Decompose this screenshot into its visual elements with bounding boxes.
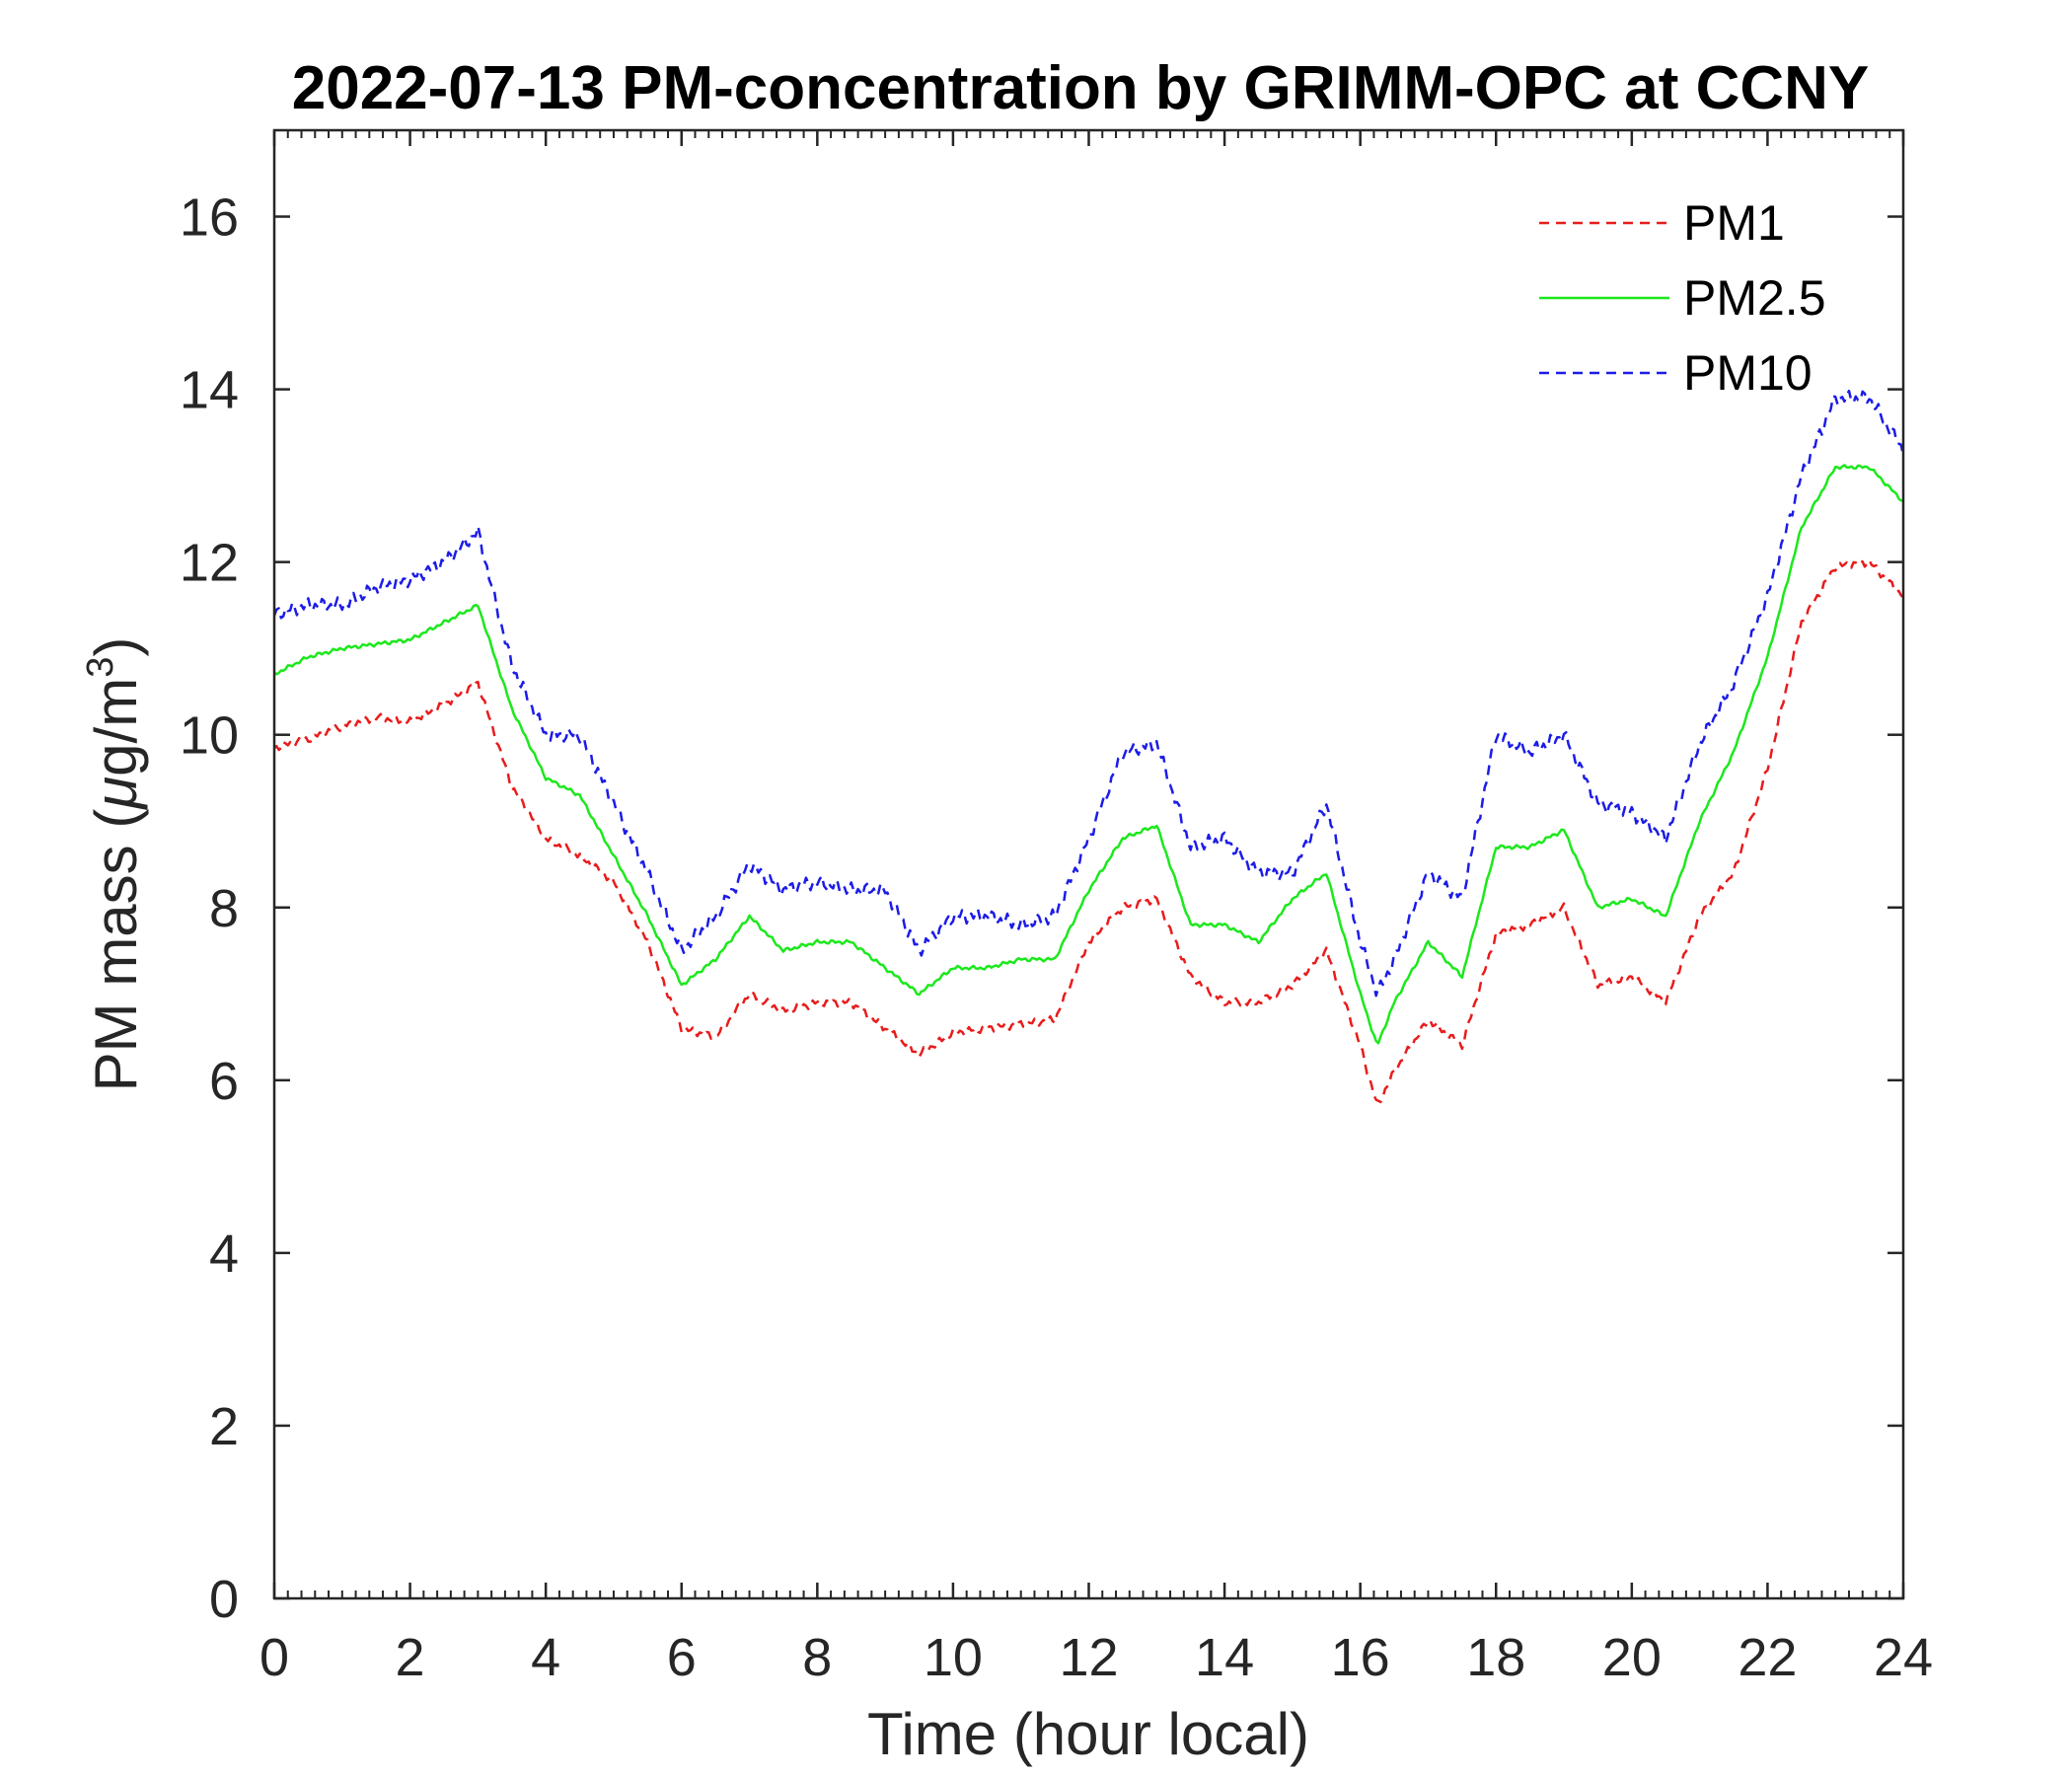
x-tick-label: 4 — [531, 1628, 560, 1687]
axes-box — [272, 128, 1905, 1600]
x-tick-label: 0 — [259, 1628, 289, 1687]
x-tick-label: 6 — [667, 1628, 697, 1687]
y-tick-label: 4 — [209, 1224, 239, 1284]
legend-label: PM1 — [1683, 195, 1785, 251]
y-axis-label-unit: g/m — [83, 678, 149, 777]
y-tick-label: 12 — [180, 534, 239, 593]
y-tick-label: 8 — [209, 879, 239, 938]
x-tick-label: 22 — [1738, 1628, 1797, 1687]
chart-title: 2022-07-13 PM-concentration by GRIMM-OPC… — [292, 54, 1870, 122]
y-tick-label: 16 — [180, 188, 239, 248]
legend-label: PM10 — [1683, 345, 1813, 401]
y-tick-labels: 0 2 4 6 8 10 12 14 16 — [180, 188, 239, 1629]
y-tick-label: 14 — [180, 361, 239, 420]
x-tick-label: 8 — [802, 1628, 832, 1687]
series-line-pm2-5 — [273, 464, 1904, 1045]
y-axis-label-prefix: PM mass ( — [83, 809, 149, 1092]
y-axis-label-suffix: ) — [83, 637, 149, 657]
legend-label: PM2.5 — [1683, 270, 1826, 326]
y-tick-label: 6 — [209, 1052, 239, 1111]
y-axis-label-exponent: 3 — [80, 657, 121, 678]
plot-area — [274, 130, 1903, 1598]
x-axis-label: Time (hour local) — [867, 1701, 1309, 1767]
x-tick-label: 16 — [1331, 1628, 1390, 1687]
x-tick-label: 20 — [1602, 1628, 1662, 1687]
minor-ticks — [286, 130, 1891, 1598]
x-tick-label: 18 — [1466, 1628, 1525, 1687]
series-line-pm10 — [272, 389, 1905, 998]
legend: PM1 PM2.5 PM10 — [1539, 195, 1826, 401]
y-tick-label: 10 — [180, 706, 239, 766]
y-tick-label: 2 — [209, 1397, 239, 1456]
y-tick-label: 0 — [209, 1570, 239, 1629]
x-tick-label: 12 — [1059, 1628, 1118, 1687]
x-tick-label: 2 — [396, 1628, 425, 1687]
x-tick-label: 10 — [924, 1628, 983, 1687]
y-axis-label: PM mass (μg/m3) — [80, 637, 149, 1092]
x-tick-label: 14 — [1195, 1628, 1254, 1687]
y-axis-label-mu: μ — [83, 777, 149, 811]
x-tick-labels: 0 2 4 6 8 10 12 14 16 18 20 22 24 — [259, 1628, 1933, 1687]
x-tick-label: 24 — [1874, 1628, 1933, 1687]
series-line-pm1 — [273, 558, 1904, 1104]
series-lines — [272, 389, 1905, 1104]
